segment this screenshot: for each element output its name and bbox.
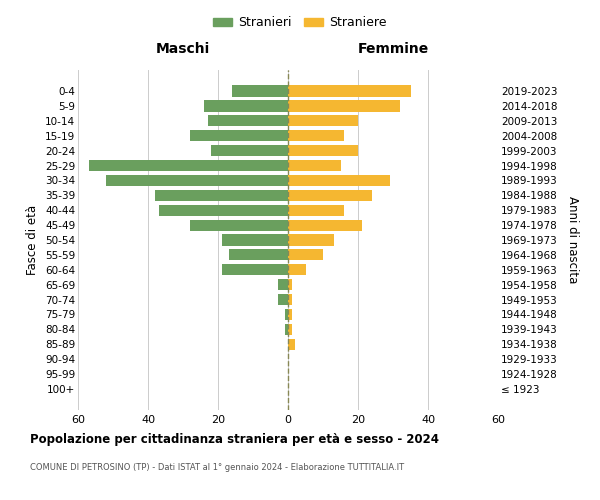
Bar [158,204,288,216]
Bar [288,279,292,290]
Bar [204,100,288,112]
Bar [277,279,288,290]
Text: Maschi: Maschi [156,42,210,56]
Bar [106,175,288,186]
Bar [155,190,288,201]
Bar [288,175,389,186]
Bar [284,309,288,320]
Bar [288,338,295,350]
Bar [288,234,334,246]
Bar [88,160,288,171]
Bar [288,86,410,96]
Bar [208,115,288,126]
Bar [288,145,358,156]
Bar [277,294,288,305]
Bar [288,100,400,112]
Bar [288,160,341,171]
Text: Popolazione per cittadinanza straniera per età e sesso - 2024: Popolazione per cittadinanza straniera p… [30,432,439,446]
Y-axis label: Anni di nascita: Anni di nascita [566,196,579,284]
Bar [288,130,344,141]
Bar [288,264,305,276]
Bar [288,204,344,216]
Legend: Stranieri, Straniere: Stranieri, Straniere [208,11,392,34]
Text: Femmine: Femmine [358,42,428,56]
Bar [288,324,292,335]
Text: COMUNE DI PETROSINO (TP) - Dati ISTAT al 1° gennaio 2024 - Elaborazione TUTTITAL: COMUNE DI PETROSINO (TP) - Dati ISTAT al… [30,462,404,471]
Bar [288,250,323,260]
Bar [190,130,288,141]
Bar [288,190,372,201]
Bar [288,115,358,126]
Bar [288,220,361,230]
Bar [221,234,288,246]
Bar [190,220,288,230]
Bar [288,294,292,305]
Bar [221,264,288,276]
Bar [211,145,288,156]
Y-axis label: Fasce di età: Fasce di età [26,205,40,275]
Bar [288,309,292,320]
Bar [229,250,288,260]
Bar [232,86,288,96]
Bar [284,324,288,335]
